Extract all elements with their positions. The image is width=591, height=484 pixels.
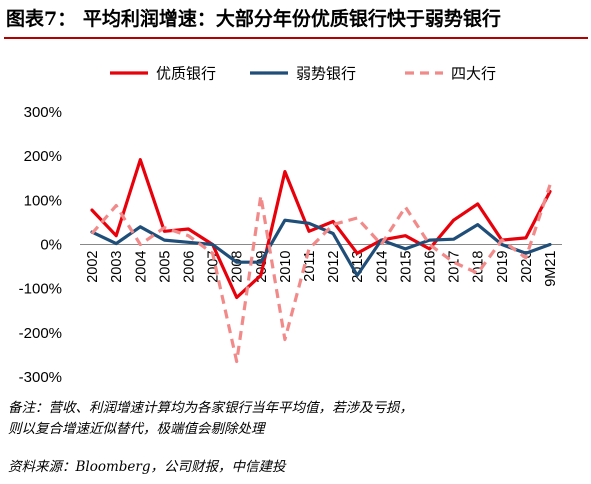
y-axis: 300% 200% 100% 0% -100% -200% -300%: [19, 104, 62, 386]
chart-legend: 优质银行 弱势银行 四大行: [110, 65, 496, 83]
x-tick-label: 2014: [374, 251, 390, 283]
x-tick-label: 2011: [302, 251, 318, 282]
x-tick-label: 2016: [422, 251, 438, 283]
y-tick-label: 200%: [24, 148, 62, 165]
x-tick-label: 2006: [181, 251, 197, 283]
y-tick-label: 0%: [40, 237, 62, 254]
x-tick-label: 2003: [109, 251, 125, 283]
y-tick-label: -300%: [19, 369, 62, 386]
source-line: 资料来源：Bloomberg，公司财报，中信建投: [8, 459, 286, 475]
y-tick-label: -100%: [19, 281, 62, 298]
legend-label: 优质银行: [156, 65, 216, 83]
series-line: [90, 158, 552, 300]
x-tick-label: 2008: [230, 251, 246, 283]
figure-title: 图表7： 平均利润增速：大部分年份优质银行快于弱势银行: [6, 8, 501, 30]
x-tick-label: 2002: [85, 251, 101, 283]
x-tick-label: 2019: [495, 251, 511, 283]
x-tick-label: 2005: [157, 251, 173, 283]
y-tick-label: 100%: [24, 192, 62, 209]
x-tick-label: 2018: [471, 251, 487, 283]
y-tick-label: -200%: [19, 325, 62, 342]
x-tick-label: 2017: [447, 251, 463, 283]
y-tick-label: 300%: [24, 104, 62, 121]
footnote-line-2: 则以复合增速近似替代，极端值会剔除处理: [8, 421, 265, 437]
x-tick-label: 2012: [326, 251, 342, 283]
x-tick-label: 2020: [519, 251, 535, 283]
series-line: [90, 218, 552, 277]
legend-label: 四大行: [451, 65, 496, 83]
title-divider: [4, 37, 588, 39]
footnote-line-1: 备注：营收、利润增速计算均为各家银行当年平均值，若涉及亏损，: [8, 400, 413, 416]
x-tick-label: 9M21: [543, 251, 559, 287]
x-axis: 2002 2003 2004 2005 2006 2007 2008 2009 2010 2011…: [80, 244, 562, 287]
line-chart: 优质银行 弱势银行 四大行 300% 200% 100% 0% -100% -200% -300…: [19, 65, 562, 386]
series-line: [90, 184, 552, 364]
legend-label: 弱势银行: [296, 65, 356, 83]
series-lines: [90, 158, 552, 364]
x-tick-label: 2010: [278, 251, 294, 283]
x-tick-label: 2004: [133, 251, 149, 283]
x-tick-label: 2015: [398, 251, 414, 283]
x-tick-label: 2013: [350, 251, 366, 283]
